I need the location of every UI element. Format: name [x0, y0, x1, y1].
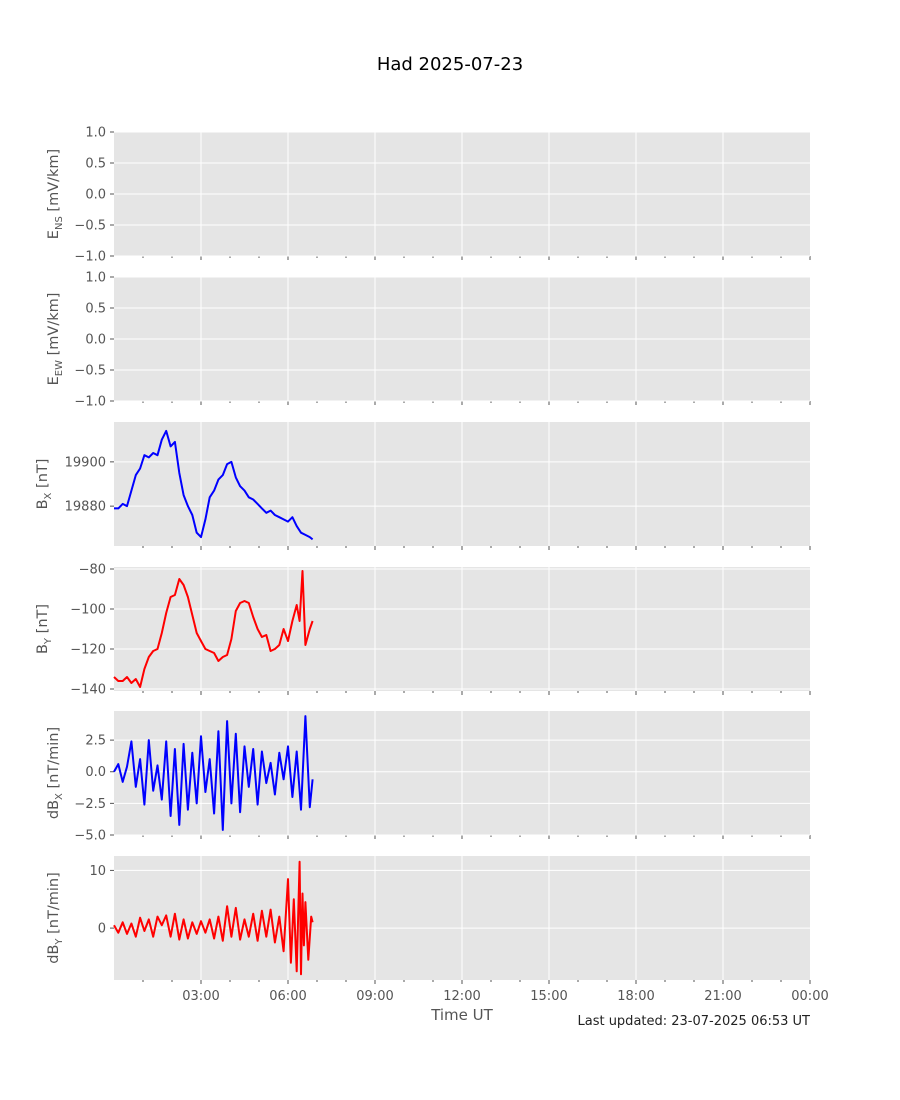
x-axis-label: Time UT — [430, 1006, 493, 1024]
y-tick-label: 2.5 — [85, 734, 106, 749]
y-tick-label: −140 — [70, 683, 106, 698]
y-tick-label: −120 — [70, 643, 106, 658]
y-axis-label: BY [nT] — [35, 604, 54, 654]
y-tick-label: 1.0 — [85, 126, 106, 141]
y-tick-label: 0.5 — [85, 157, 106, 172]
x-tick-label: 09:00 — [356, 989, 393, 1004]
x-tick-label: 21:00 — [704, 989, 741, 1004]
y-tick-label: −1.0 — [74, 250, 106, 265]
y-tick-label: −0.5 — [74, 219, 106, 234]
y-axis-label: ENS [mV/km] — [46, 149, 65, 239]
series-line — [113, 860, 314, 976]
panel-1: −1.0 −0.5 0.0 0.5 1.0 EEW [mV/km] — [46, 271, 811, 410]
y-tick-label: 0.0 — [85, 188, 106, 203]
panel-0: −1.0 −0.5 0.0 0.5 1.0 ENS [mV/km] — [46, 126, 811, 265]
y-tick-label: 1.0 — [85, 271, 106, 286]
y-axis-label: EEW [mV/km] — [46, 293, 65, 386]
last-updated: Last updated: 23-07-2025 06:53 UT — [577, 1014, 810, 1029]
y-tick-label: −0.5 — [74, 364, 106, 379]
y-tick-label: −80 — [79, 563, 106, 578]
y-tick-label: 19900 — [65, 455, 106, 470]
y-tick-label: −5.0 — [74, 829, 106, 844]
y-tick-label: 0.0 — [85, 333, 106, 348]
y-tick-label: 10 — [89, 864, 106, 879]
y-axis-label: BX [nT] — [35, 459, 54, 510]
x-tick-label: 18:00 — [617, 989, 654, 1004]
y-tick-label: 0.0 — [85, 765, 106, 780]
x-tick-label: 15:00 — [530, 989, 567, 1004]
y-tick-label: 0 — [98, 922, 106, 937]
x-tick-label: 12:00 — [443, 989, 480, 1004]
y-axis-label: dBX [nT/min] — [46, 727, 65, 819]
panel-5: 0 10 dBY [nT/min] 03:00 06:00 09:00 12:00 15:00… — [46, 856, 829, 1004]
figure-title: Had 2025-07-23 — [377, 54, 523, 75]
panel-2: 19880 19900 BX [nT] — [35, 422, 811, 550]
panel-4: −5.0 −2.5 0.0 2.5 dBX [nT/min] — [46, 711, 811, 844]
y-tick-label: 0.5 — [85, 302, 106, 317]
panels: −1.0 −0.5 0.0 0.5 1.0 ENS [mV/km] −1.0 −0.5 0.0 0… — [35, 126, 829, 1005]
x-tick-label: 03:00 — [182, 989, 219, 1004]
y-tick-label: 19880 — [65, 500, 106, 515]
series-line — [113, 570, 314, 688]
x-tick-label: 00:00 — [791, 989, 828, 1004]
x-tick-label: 06:00 — [269, 989, 306, 1004]
panel-3: −140 −120 −100 −80 BY [nT] — [35, 563, 811, 698]
y-tick-label: −100 — [70, 603, 106, 618]
series-line — [113, 715, 314, 831]
series-line — [114, 429, 314, 541]
y-tick-label: −2.5 — [74, 797, 106, 812]
y-tick-label: −1.0 — [74, 395, 106, 410]
y-axis-label: dBY [nT/min] — [46, 872, 65, 963]
